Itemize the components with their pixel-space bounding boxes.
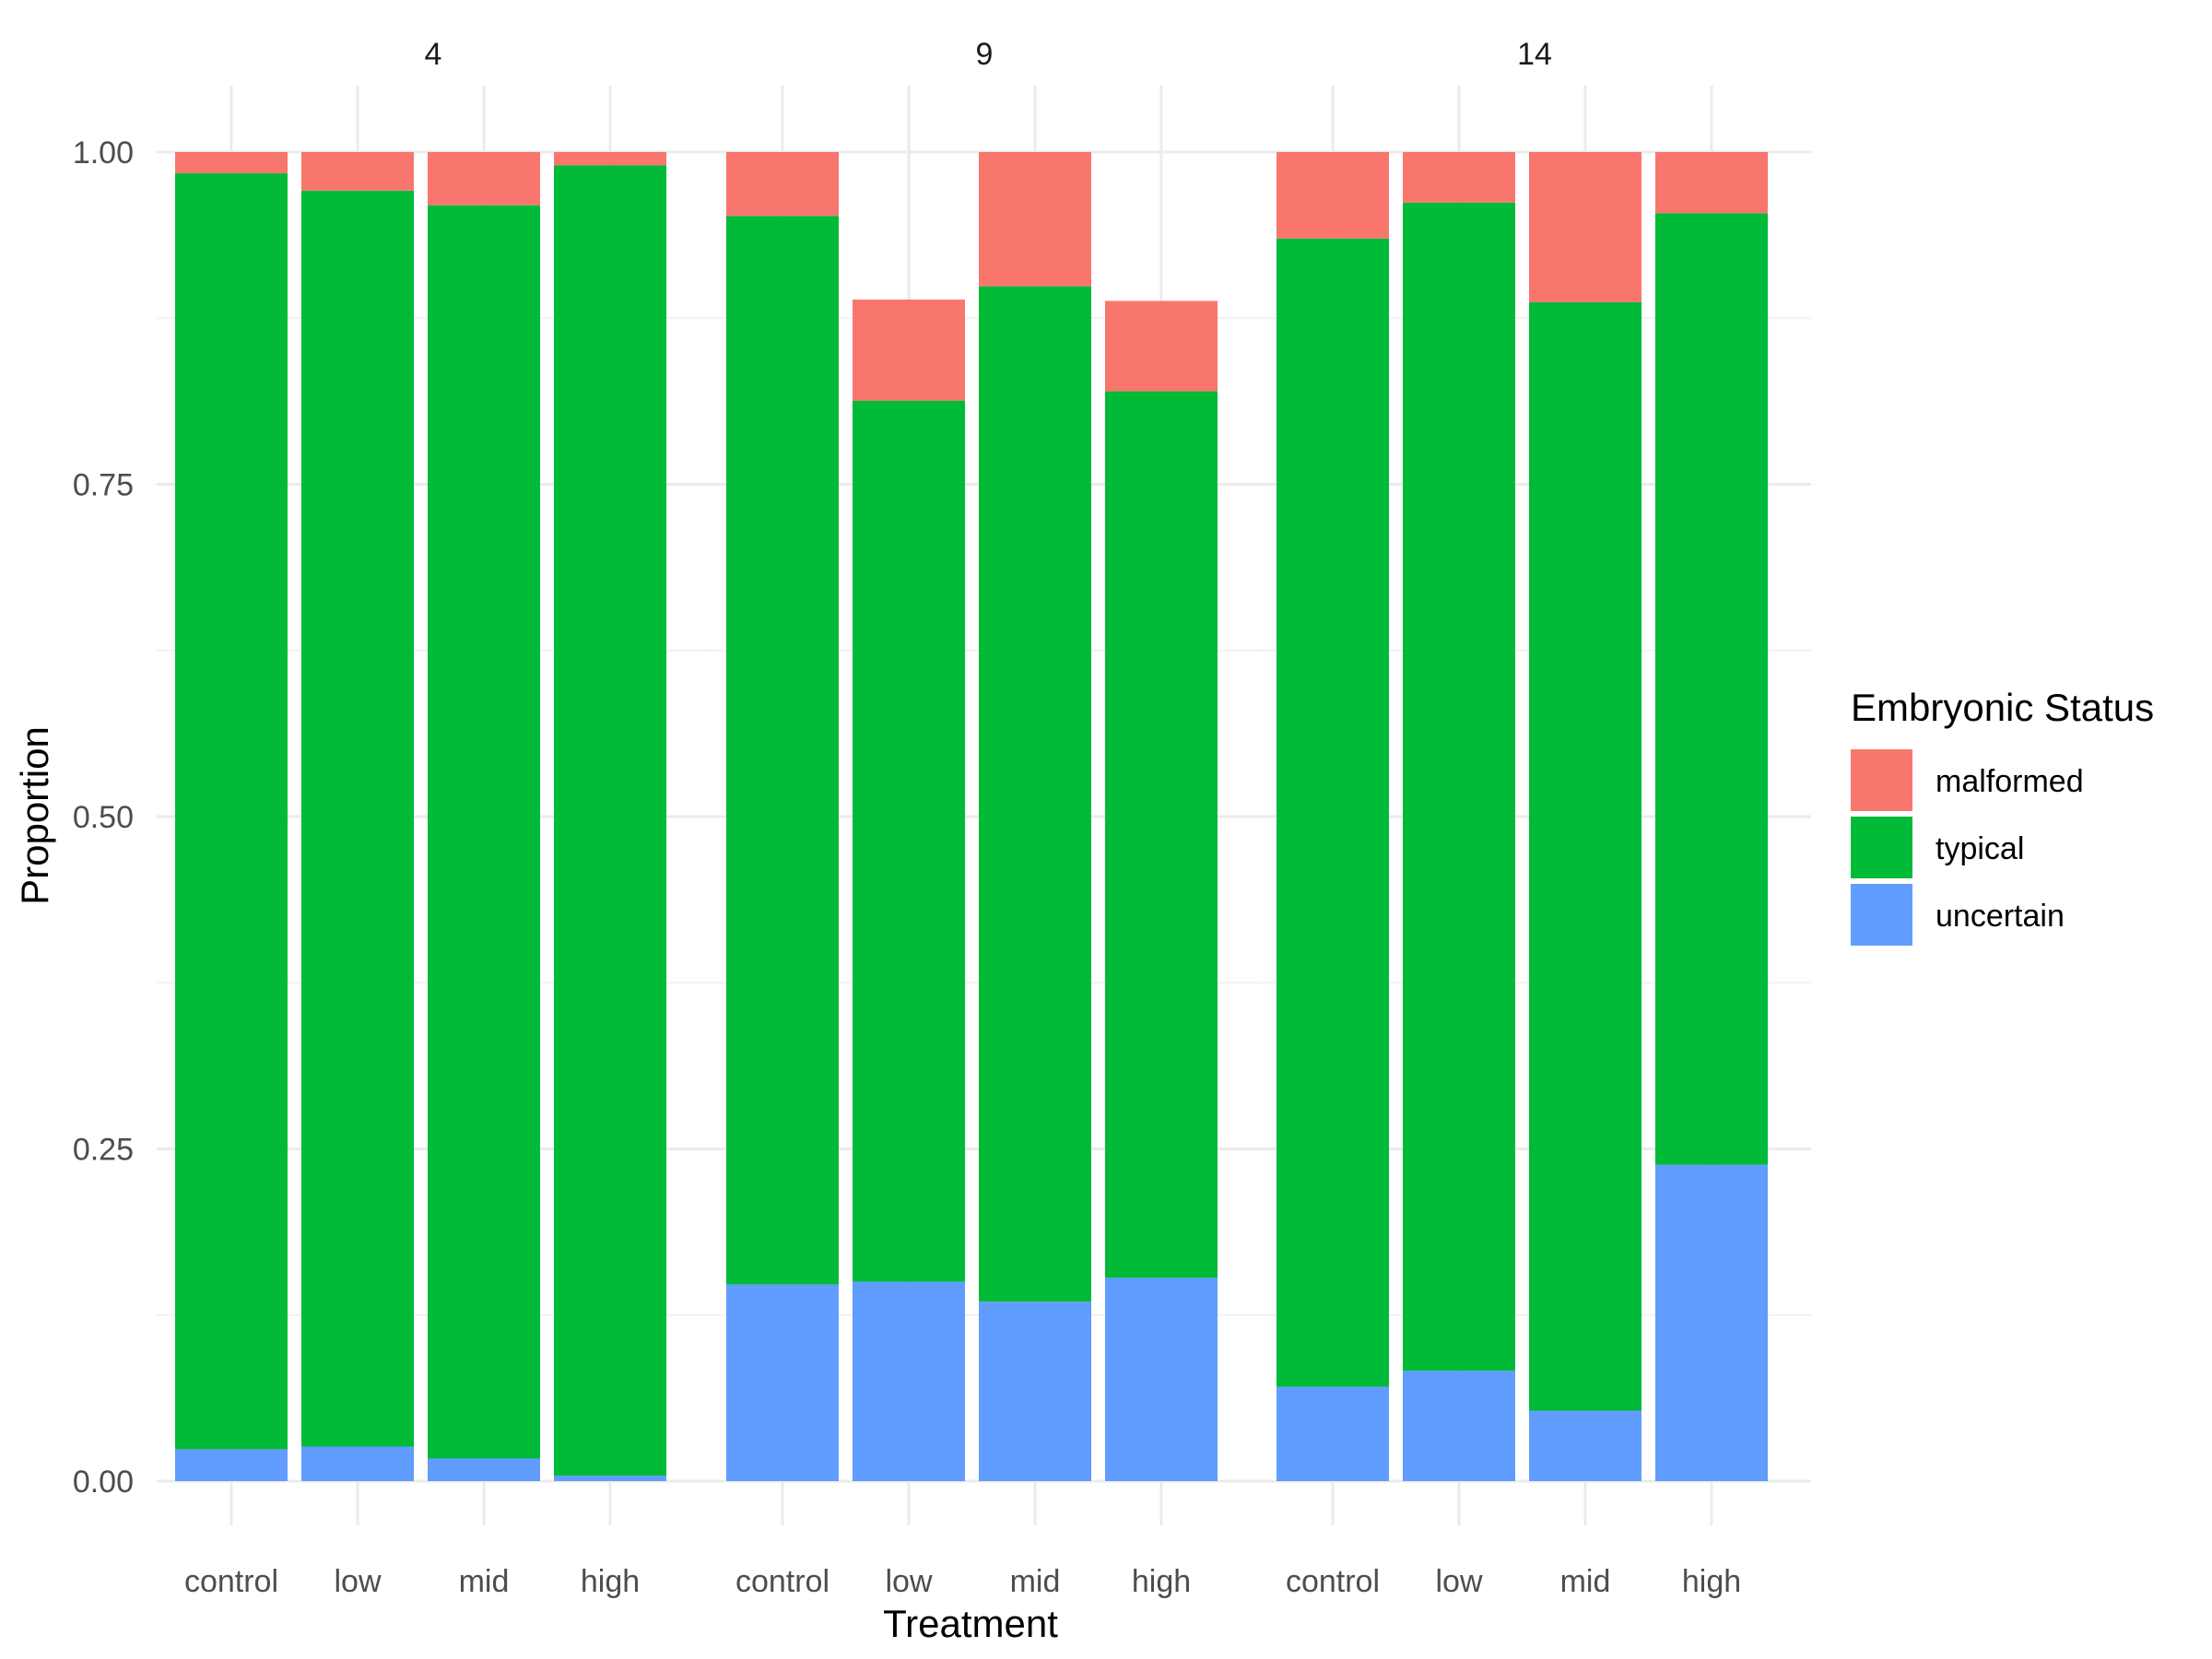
x-tick-label: control [735, 1564, 830, 1599]
y-tick-label: 0.00 [73, 1465, 134, 1500]
bar-uncertain-control [1277, 1386, 1389, 1481]
bar-malformed-high [1105, 300, 1218, 392]
legend-label: typical [1936, 831, 2024, 866]
y-tick-label: 0.50 [73, 800, 134, 835]
bar-uncertain-high [1655, 1164, 1768, 1481]
bar-typical-control [1277, 238, 1389, 1387]
x-tick-label: mid [1010, 1564, 1061, 1599]
legend-swatch-typical [1851, 817, 1912, 878]
bar-typical-low [853, 400, 965, 1282]
legend-items: malformed typical uncertain [1851, 749, 2084, 946]
facet-panel-14: 14 control low mid high [1258, 37, 1811, 1599]
bar-malformed-low [853, 300, 965, 401]
x-tick-label: control [1286, 1564, 1380, 1599]
bar-typical-mid [979, 286, 1091, 1302]
bar-typical-mid [428, 205, 540, 1459]
y-axis-title: Proportion [13, 726, 56, 905]
bar-typical-control [175, 173, 288, 1450]
bar-uncertain-mid [428, 1458, 540, 1481]
legend-label: malformed [1936, 764, 2084, 799]
facet-strip-label: 14 [1517, 37, 1552, 72]
legend-label: uncertain [1936, 899, 2065, 934]
bar-typical-high [1655, 213, 1768, 1165]
bar-malformed-low [1403, 152, 1515, 203]
legend-swatch-uncertain [1851, 884, 1912, 946]
x-tick-label: low [885, 1564, 932, 1599]
bar-typical-mid [1529, 301, 1641, 1411]
x-tick-label: mid [1560, 1564, 1611, 1599]
bar-malformed-control [1277, 152, 1389, 239]
bar-malformed-high [1655, 152, 1768, 214]
x-tick-label: high [1682, 1564, 1741, 1599]
bar-uncertain-low [301, 1446, 414, 1481]
legend-title: Embryonic Status [1851, 686, 2154, 729]
facet-strip-label: 9 [976, 37, 994, 72]
bar-uncertain-control [726, 1284, 839, 1481]
x-tick-label: high [581, 1564, 640, 1599]
legend-swatch-malformed [1851, 749, 1912, 811]
y-tick-label: 1.00 [73, 135, 134, 171]
bar-malformed-control [726, 152, 839, 217]
legend: Embryonic Status malformed typical uncerta… [1851, 686, 2154, 946]
y-axis: 0.00 0.25 0.50 0.75 1.00 [73, 135, 134, 1500]
y-tick-label: 0.25 [73, 1133, 134, 1168]
bar-typical-low [301, 190, 414, 1447]
bar-malformed-high [554, 152, 666, 166]
bar-malformed-mid [1529, 152, 1641, 302]
bar-uncertain-mid [1529, 1410, 1641, 1481]
x-tick-label: low [334, 1564, 381, 1599]
bar-typical-high [554, 165, 666, 1477]
bar-uncertain-control [175, 1449, 288, 1481]
bar-malformed-mid [979, 152, 1091, 287]
bar-typical-low [1403, 202, 1515, 1371]
x-tick-label: high [1132, 1564, 1191, 1599]
bar-typical-high [1105, 391, 1218, 1278]
facet-panel-4: 4 control low mid high [157, 37, 710, 1599]
x-tick-label: control [184, 1564, 278, 1599]
bar-uncertain-low [1403, 1371, 1515, 1481]
bar-uncertain-high [1105, 1277, 1218, 1481]
bar-uncertain-mid [979, 1301, 1091, 1481]
bar-uncertain-low [853, 1281, 965, 1481]
bar-malformed-low [301, 152, 414, 191]
facet-panels: 4 control low mid high 9 control low mid high 14 co… [157, 37, 1811, 1599]
x-axis-title: Treatment [883, 1602, 1058, 1645]
bar-typical-control [726, 216, 839, 1285]
bar-uncertain-high [554, 1476, 666, 1481]
bar-malformed-mid [428, 152, 540, 206]
facet-strip-label: 4 [425, 37, 442, 72]
facet-panel-9: 9 control low mid high [708, 37, 1261, 1599]
x-tick-label: low [1435, 1564, 1482, 1599]
y-tick-label: 0.75 [73, 468, 134, 503]
x-tick-label: mid [459, 1564, 510, 1599]
bar-malformed-control [175, 152, 288, 174]
